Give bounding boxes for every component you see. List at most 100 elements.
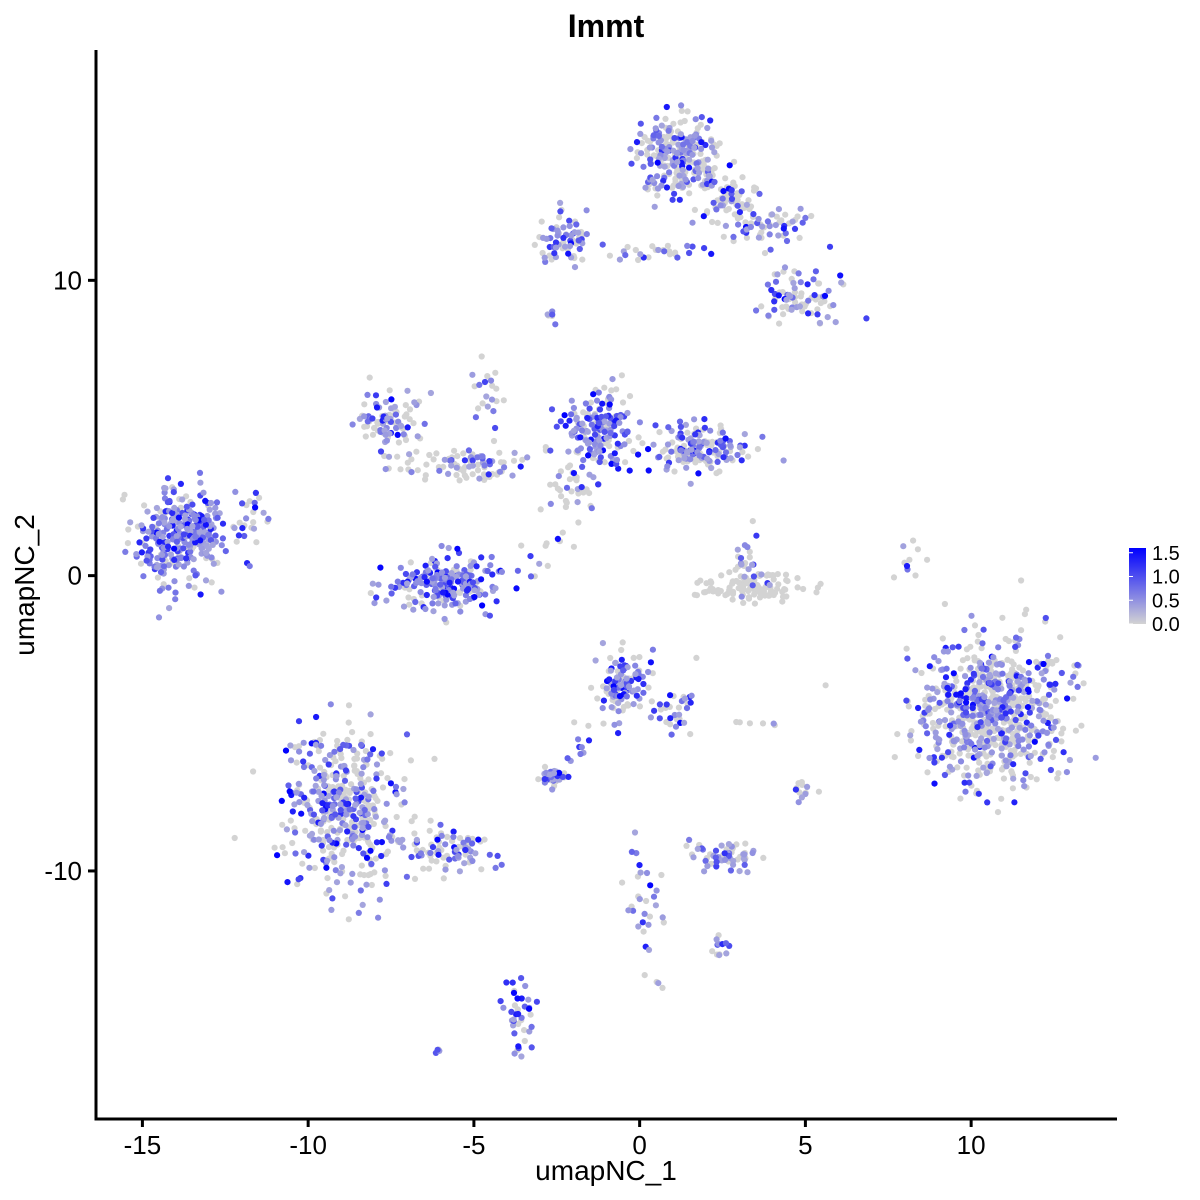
cell-point [369,415,376,422]
cell-point [397,466,404,473]
cell-point [931,654,938,661]
cell-point [949,644,956,651]
cell-point [769,211,776,218]
cell-point [734,202,741,209]
cell-point [995,644,1002,651]
cell-point [166,523,173,530]
cell-point [741,573,748,580]
cell-point [663,701,670,708]
cell-point [441,615,448,623]
cell-point [1008,669,1015,677]
cell-point [991,699,998,707]
cell-point [301,849,308,856]
cell-point [711,165,718,172]
cell-point [371,424,378,432]
cell-point [970,670,977,677]
cell-point [660,177,667,184]
cell-point [473,563,480,570]
cell-point [964,655,971,662]
cell-point [677,131,685,138]
cell-point [738,561,745,568]
cell-point [611,450,618,457]
cell-point [283,826,290,833]
cell-point [364,418,371,425]
cell-point [661,248,668,255]
cell-point [367,751,374,758]
cell-point [595,389,602,396]
cell-point [941,771,949,779]
cell-point [484,373,491,380]
cell-point [891,754,898,761]
cell-point [339,850,346,858]
cell-point [476,475,483,482]
cell-point [474,467,482,474]
cell-point [192,539,199,546]
cell-point [1052,697,1059,705]
cell-point [636,703,644,710]
cell-point [681,695,689,702]
cell-point [975,631,982,639]
cell-point [664,441,672,448]
cell-point [638,140,645,147]
cell-point [184,525,191,532]
cell-point [423,461,430,468]
cell-point [926,663,933,670]
cell-point [136,539,143,546]
cell-point [963,764,970,771]
cell-point [328,906,335,914]
cell-point [941,600,949,608]
cell-point [350,842,357,849]
cell-point [185,541,192,548]
cell-point [731,158,738,165]
cell-point [1080,680,1087,687]
cell-point [669,196,676,203]
cell-point [986,729,993,736]
cell-point [1058,669,1065,677]
cell-point [236,519,243,526]
cell-point [515,1020,522,1028]
cell-point [170,489,177,496]
cell-point [585,452,592,459]
cell-point [296,799,303,806]
cell-point [445,470,452,477]
cell-point [924,730,931,737]
cell-point [754,446,762,453]
cell-point [362,748,369,755]
cell-point [723,950,730,957]
cell-point [318,742,325,749]
cell-point [322,756,329,764]
cell-point [746,548,753,555]
cell-point [633,139,641,146]
cell-point [438,542,445,550]
cell-point [430,593,437,601]
cell-point [1014,732,1021,740]
cell-point [968,612,975,619]
cell-point [566,217,573,224]
cell-point [674,254,681,261]
cell-point [189,501,196,508]
cell-point [686,190,693,197]
cell-point [165,543,172,550]
cell-point [808,212,815,220]
cell-point [484,403,491,410]
cell-point [716,468,723,475]
cell-point [998,714,1005,721]
cell-point [1038,670,1045,677]
cell-point [406,601,413,608]
cell-point [515,1043,522,1050]
cell-point [149,523,156,530]
cell-point [717,437,724,444]
cell-point [742,219,749,226]
cell-point [165,562,172,569]
cell-point [325,761,332,768]
cell-point [708,250,715,257]
cell-point [429,555,436,563]
cell-point [469,840,476,847]
cell-point [369,580,376,587]
cell-point [1009,785,1017,792]
cell-point [205,517,212,524]
x-tick-label: 5 [798,1130,812,1160]
cell-point [438,832,445,840]
cell-point [830,302,837,309]
cell-point [474,454,481,461]
